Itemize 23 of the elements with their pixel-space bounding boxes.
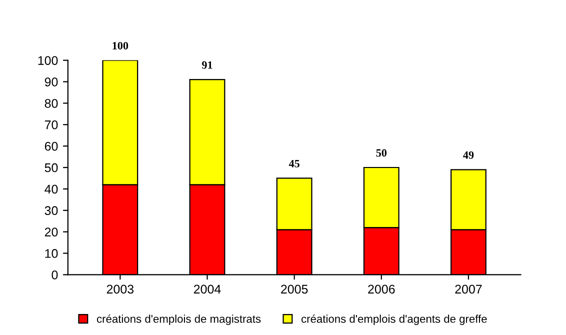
y-tick-label: 80: [44, 98, 58, 108]
total-label: 45: [288, 160, 300, 168]
y-tick-label: 100: [38, 56, 58, 65]
y-tick-label: 40: [44, 184, 58, 194]
total-label: 49: [463, 151, 474, 159]
legend-label: créations d'emplois de magistrats: [96, 314, 261, 325]
y-tick-label: 0: [52, 270, 58, 280]
total-label: 50: [376, 149, 387, 157]
y-tick-label: 70: [44, 120, 58, 130]
total-label: 100: [112, 42, 128, 50]
y-tick-label: 10: [45, 249, 58, 258]
total-label: 91: [202, 61, 212, 69]
y-tick-label: 90: [44, 78, 58, 86]
x-tick-label: 2003: [106, 284, 134, 294]
y-tick-label: 30: [44, 206, 58, 216]
x-tick-label: 2006: [368, 284, 395, 294]
y-tick-label: 50: [44, 163, 58, 172]
x-tick-label: 2005: [281, 284, 308, 294]
x-tick-label: 2004: [194, 284, 221, 294]
x-tick-label: 2007: [455, 284, 482, 294]
y-tick-label: 20: [44, 228, 58, 236]
legend-label: créations d'emplois d'agents de greffe: [302, 314, 487, 325]
y-tick-label: 60: [44, 142, 58, 151]
